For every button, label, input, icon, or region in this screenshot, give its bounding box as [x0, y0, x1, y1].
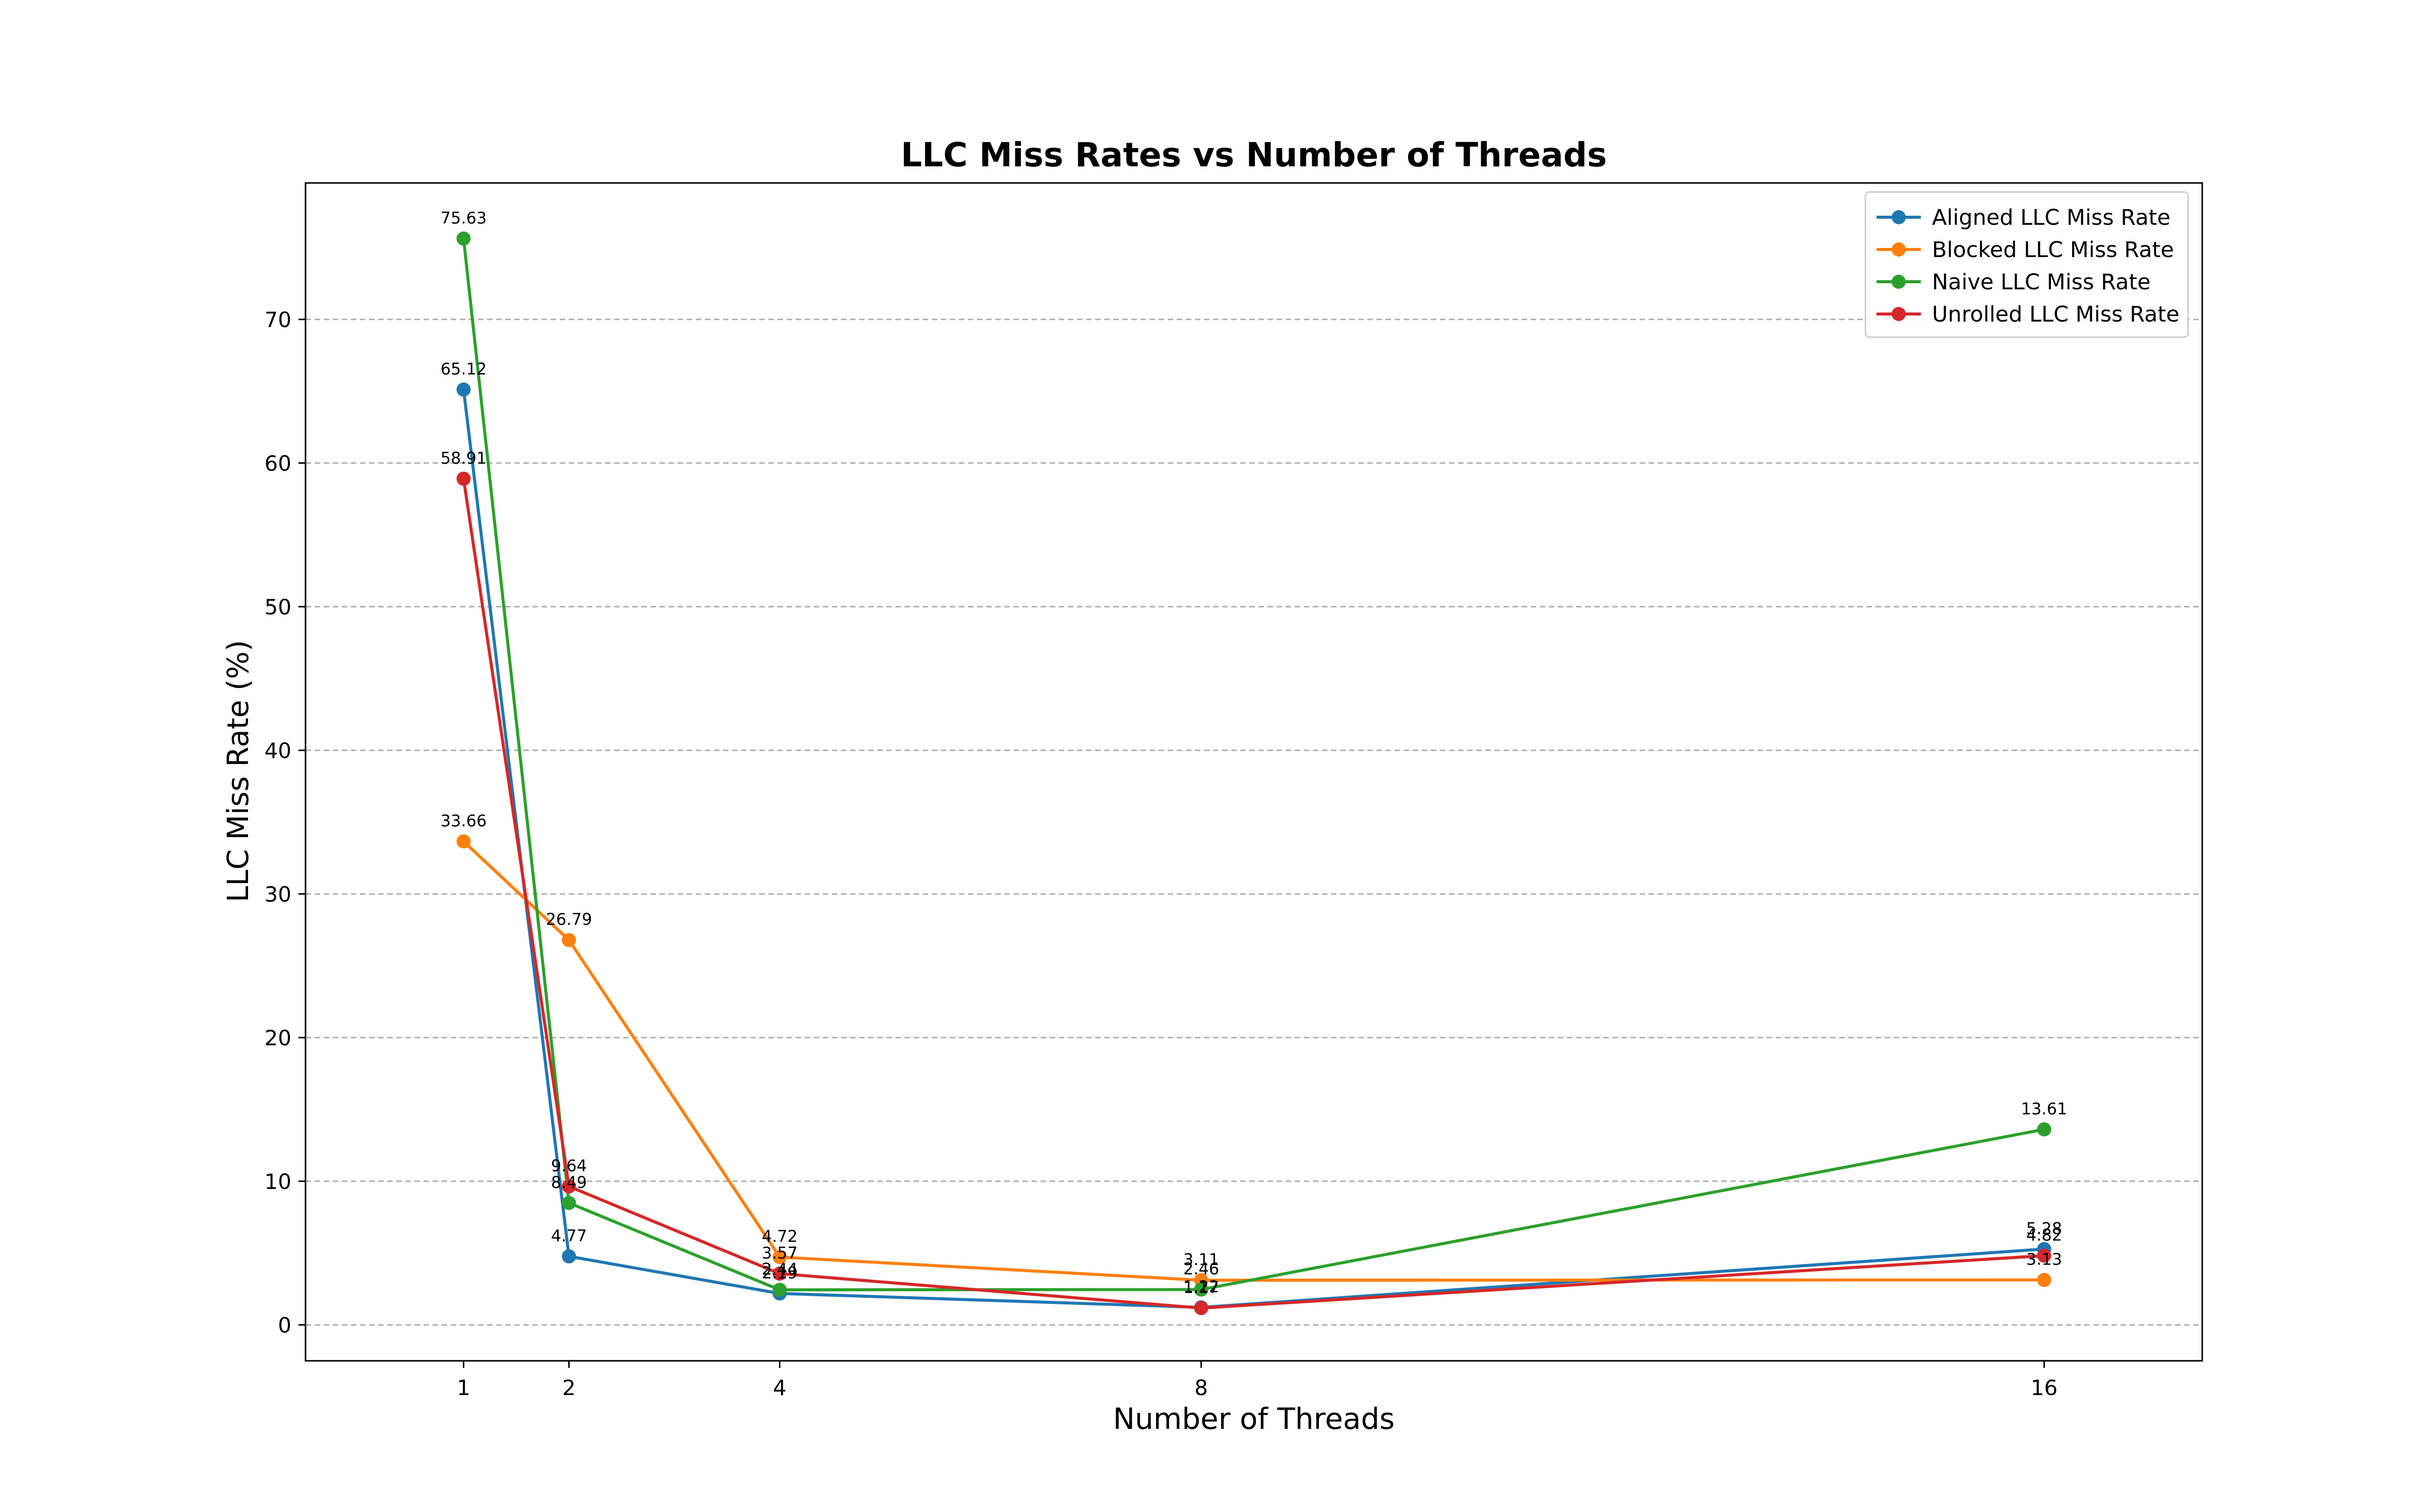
unrolled-llc-miss-rate-point — [1194, 1301, 1208, 1315]
legend-box — [1864, 191, 2189, 338]
x-tick-label: 8 — [1194, 1375, 1208, 1400]
naive-llc-miss-rate-legend-marker — [1892, 275, 1906, 289]
naive-llc-miss-rate-data-label: 2.46 — [1183, 1259, 1219, 1279]
naive-llc-miss-rate-data-label: 8.49 — [551, 1173, 587, 1192]
blocked-llc-miss-rate-legend-marker — [1892, 242, 1906, 257]
naive-llc-miss-rate-point — [456, 231, 471, 246]
aligned-llc-miss-rate-legend-marker — [1892, 210, 1906, 224]
unrolled-llc-miss-rate-legend-marker — [1892, 307, 1906, 321]
unrolled-llc-miss-rate-point — [2037, 1248, 2051, 1263]
aligned-llc-miss-rate-data-label: 4.77 — [551, 1226, 587, 1245]
x-tick-label: 2 — [562, 1375, 576, 1400]
y-tick-label: 0 — [278, 1313, 291, 1338]
chart-title: LLC Miss Rates vs Number of Threads — [901, 136, 1607, 174]
blocked-llc-miss-rate-point — [562, 933, 576, 948]
blocked-llc-miss-rate-legend-label: Blocked LLC Miss Rate — [1932, 237, 2174, 263]
naive-llc-miss-rate-point — [772, 1283, 787, 1297]
blocked-llc-miss-rate-data-label: 33.66 — [441, 811, 487, 830]
naive-llc-miss-rate-data-label: 13.61 — [2021, 1099, 2068, 1118]
legend: Aligned LLC Miss Rate Blocked LLC Miss Ra… — [1864, 191, 2189, 338]
naive-llc-miss-rate-point — [562, 1195, 576, 1210]
blocked-llc-miss-rate-data-label: 26.79 — [546, 910, 592, 929]
unrolled-llc-miss-rate-point — [456, 471, 471, 486]
naive-llc-miss-rate-point — [1194, 1282, 1208, 1297]
aligned-llc-miss-rate-point — [456, 382, 471, 397]
series-layer — [456, 231, 2051, 1315]
blocked-llc-miss-rate-data-label: 4.72 — [762, 1227, 798, 1246]
aligned-llc-miss-rate-point — [562, 1249, 576, 1264]
unrolled-llc-miss-rate-data-label: 9.64 — [551, 1156, 587, 1175]
blocked-llc-miss-rate-line — [462, 840, 2044, 1282]
plot-area-frame — [305, 182, 2203, 1362]
y-tick-label: 60 — [265, 451, 291, 476]
axes: 0 10 20 30 40 50 60 70 1 2 4 8 16 — [265, 307, 2058, 1400]
naive-llc-miss-rate-line — [462, 238, 2045, 1292]
blocked-llc-miss-rate-point — [456, 834, 471, 849]
y-tick-label: 50 — [265, 595, 291, 619]
aligned-llc-miss-rate-legend-label: Aligned LLC Miss Rate — [1932, 205, 2170, 230]
aligned-llc-miss-rate-data-label: 1.22 — [1183, 1277, 1219, 1296]
y-tick-label: 30 — [265, 882, 291, 907]
x-tick-label: 4 — [773, 1375, 786, 1400]
blocked-llc-miss-rate-point — [772, 1250, 787, 1265]
gridlines — [306, 319, 2202, 1326]
aligned-llc-miss-rate-data-label: 5.28 — [2026, 1219, 2062, 1238]
blocked-llc-miss-rate-point — [2037, 1273, 2051, 1287]
y-tick-label: 40 — [265, 738, 291, 763]
naive-llc-miss-rate-point — [2037, 1122, 2051, 1137]
unrolled-llc-miss-rate-legend-label: Unrolled LLC Miss Rate — [1932, 302, 2180, 327]
unrolled-llc-miss-rate-data-label: 1.17 — [1183, 1278, 1219, 1297]
unrolled-llc-miss-rate-point — [772, 1267, 787, 1281]
unrolled-llc-miss-rate-data-label: 4.82 — [2026, 1225, 2062, 1244]
naive-llc-miss-rate-legend-label: Naive LLC Miss Rate — [1932, 270, 2151, 295]
aligned-llc-miss-rate-data-label: 2.19 — [762, 1263, 798, 1282]
y-tick-label: 70 — [265, 307, 291, 332]
y-tick-label: 10 — [265, 1169, 291, 1194]
blocked-llc-miss-rate-data-label: 3.13 — [2026, 1250, 2062, 1269]
unrolled-llc-miss-rate-data-label: 58.91 — [441, 449, 487, 468]
blocked-llc-miss-rate-data-label: 3.11 — [1183, 1250, 1219, 1269]
naive-llc-miss-rate-data-label: 75.63 — [441, 208, 487, 227]
aligned-llc-miss-rate-data-label: 65.12 — [441, 359, 487, 379]
unrolled-llc-miss-rate-data-label: 3.57 — [762, 1243, 798, 1263]
x-axis-label: Number of Threads — [1113, 1402, 1395, 1436]
y-axis-label: LLC Miss Rate (%) — [221, 640, 255, 902]
unrolled-llc-miss-rate-point — [562, 1179, 576, 1194]
aligned-llc-miss-rate-line — [462, 389, 2044, 1309]
y-tick-label: 20 — [265, 1026, 291, 1050]
x-tick-label: 16 — [2031, 1375, 2058, 1400]
x-tick-label: 1 — [457, 1375, 470, 1400]
data-labels: 65.12 4.77 2.19 1.22 5.28 33.66 26.79 4.72 3.11 3… — [441, 208, 2068, 1297]
naive-llc-miss-rate-data-label: 2.44 — [762, 1259, 798, 1279]
